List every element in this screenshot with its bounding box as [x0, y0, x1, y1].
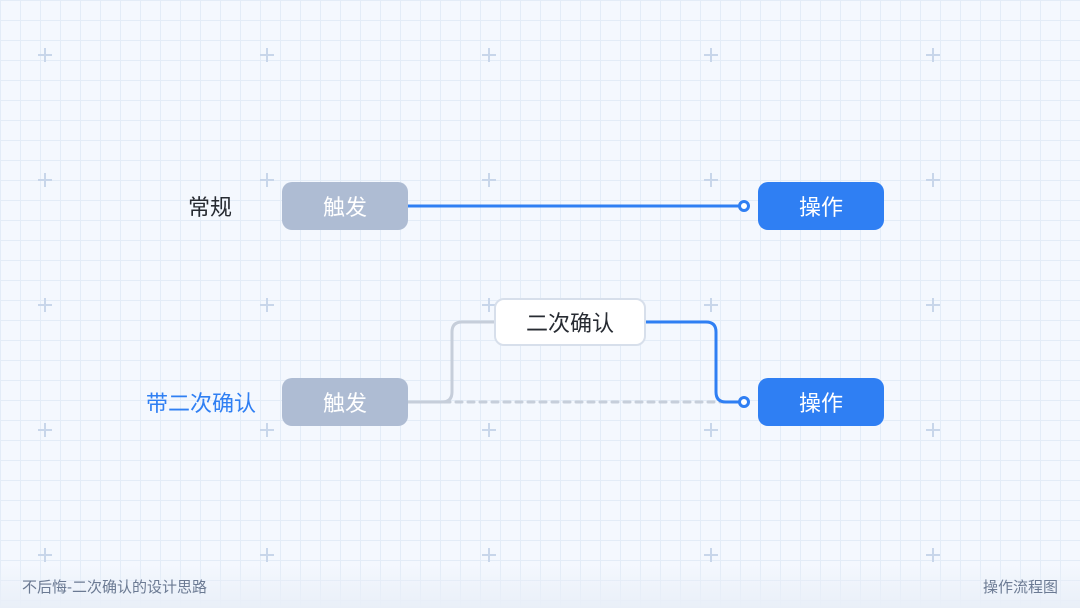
node-confirm: 二次确认 [494, 298, 646, 346]
node-action2: 操作 [758, 378, 884, 426]
connector-dot [738, 396, 750, 408]
connector-dot [738, 200, 750, 212]
node-trigger2: 触发 [282, 378, 408, 426]
row-label-with_confirm: 带二次确认 [146, 386, 256, 418]
footer-left-text: 不后悔-二次确认的设计思路 [22, 576, 207, 597]
node-action1: 操作 [758, 182, 884, 230]
diagram-canvas: 常规触发操作带二次确认触发二次确认操作 不后悔-二次确认的设计思路 操作流程图 [0, 0, 1080, 608]
footer-right-text: 操作流程图 [983, 576, 1058, 597]
node-trigger1: 触发 [282, 182, 408, 230]
footer-bar: 不后悔-二次确认的设计思路 操作流程图 [0, 564, 1080, 608]
row-label-normal: 常规 [188, 190, 232, 222]
